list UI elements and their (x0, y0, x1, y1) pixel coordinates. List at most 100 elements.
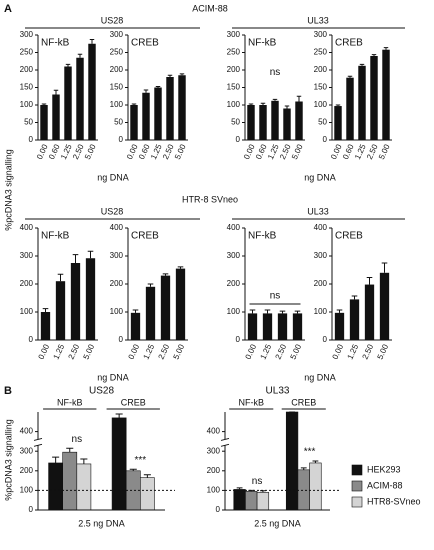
x-tick-label: 5.00 (173, 142, 188, 160)
y-tick-label: 100 (207, 486, 221, 495)
error-bar (53, 89, 59, 95)
bar (55, 281, 66, 340)
bar (334, 312, 345, 340)
y-tick-label: 100 (314, 307, 328, 316)
group-title: UL33 (307, 15, 329, 25)
error-bar (383, 47, 389, 50)
bar (292, 313, 303, 340)
y-tick-label: 0 (323, 335, 328, 344)
x-axis-label: ng DNA (304, 372, 336, 382)
x-axis-label: 2.5 ng DNA (78, 518, 125, 528)
x-tick-label: 1.25 (345, 342, 360, 360)
y-tick-label: 400 (207, 427, 221, 436)
x-axis-label: ng DNA (304, 172, 336, 182)
annotation: ns (252, 476, 263, 487)
y-tick-label: 50 (114, 118, 123, 127)
chart-title: US28 (89, 386, 114, 397)
error-bar (248, 103, 254, 105)
y-tick-label: 250 (20, 48, 34, 57)
y-tick-label: 300 (207, 446, 221, 455)
error-bar (296, 95, 302, 102)
x-tick-label: 5.00 (375, 342, 390, 360)
error-bar (65, 63, 71, 67)
axis-break (220, 437, 230, 447)
bar (283, 108, 291, 140)
error-bar (336, 309, 343, 313)
legend-swatch (351, 496, 363, 508)
legend-swatch (351, 480, 363, 492)
x-tick-label: 5.00 (288, 342, 303, 360)
bar (277, 313, 288, 340)
error-bar (129, 468, 137, 471)
x-tick-label: 2.50 (273, 342, 288, 360)
error-bar (77, 53, 83, 58)
y-tick-label: 200 (314, 65, 328, 74)
y-tick-label: 250 (110, 48, 124, 57)
error-bar (264, 309, 271, 314)
x-tick-label: 1.25 (141, 342, 156, 360)
y-tick-label: 100 (110, 307, 124, 316)
bar (64, 66, 72, 140)
y-tick-label: 100 (20, 486, 34, 495)
y-tick-label: 200 (20, 279, 34, 288)
bar (247, 313, 258, 340)
y-tick-label: 0 (119, 335, 124, 344)
y-tick-label: 50 (318, 118, 327, 127)
chart-title: NF-kB (41, 38, 70, 49)
y-tick-label: 200 (110, 65, 124, 74)
y-tick-label: 300 (227, 30, 241, 39)
annotation: *** (134, 455, 146, 466)
error-bar (236, 487, 243, 490)
y-tick-label: 200 (110, 279, 124, 288)
y-axis-label: %pcDNA3 signalling (3, 419, 13, 501)
annotation: ns (270, 291, 281, 302)
bar (154, 87, 162, 140)
panel-label: A (4, 3, 12, 15)
error-bar (177, 266, 184, 269)
y-tick-label: 300 (20, 446, 34, 455)
y-tick-label: 150 (20, 83, 34, 92)
bar (140, 477, 155, 511)
chart-title: CREB (335, 231, 363, 242)
error-bar (272, 98, 278, 101)
y-tick-label: 0 (29, 335, 34, 344)
category-label: CREB (121, 397, 146, 407)
error-bar (162, 273, 169, 276)
error-bar (167, 74, 173, 77)
y-tick-label: 400 (314, 223, 328, 232)
error-bar (179, 73, 185, 76)
bar (175, 268, 186, 340)
bar (334, 106, 342, 140)
x-tick-label: 5.00 (81, 342, 96, 360)
y-tick-label: 300 (20, 30, 34, 39)
bar (309, 462, 322, 511)
bar (130, 312, 141, 340)
y-tick-label: 100 (20, 307, 34, 316)
annotation: ns (270, 67, 281, 78)
bar (349, 299, 360, 340)
error-bar (381, 262, 388, 273)
y-tick-label: 0 (216, 505, 221, 514)
row-title: HTR-8 SVneo (182, 194, 238, 204)
axis-break (34, 439, 42, 446)
bar (70, 263, 81, 340)
y-tick-label: 300 (227, 251, 241, 260)
error-bar (294, 310, 301, 314)
bar (166, 77, 174, 140)
y-tick-label: 100 (227, 100, 241, 109)
error-bar (115, 413, 123, 418)
category-label: CREB (291, 397, 316, 407)
error-bar (347, 75, 353, 78)
y-tick-label: 200 (227, 279, 241, 288)
legend-label: ACIM-88 (367, 480, 403, 490)
bar (76, 57, 84, 140)
bar (297, 469, 310, 511)
bar (364, 284, 375, 340)
x-tick-label: 5.00 (171, 342, 186, 360)
y-tick-label: 100 (314, 100, 328, 109)
error-bar (359, 63, 365, 66)
y-tick-label: 200 (227, 65, 241, 74)
error-bar (80, 458, 88, 464)
x-axis-label: ng DNA (97, 372, 129, 382)
y-tick-label: 300 (20, 251, 34, 260)
